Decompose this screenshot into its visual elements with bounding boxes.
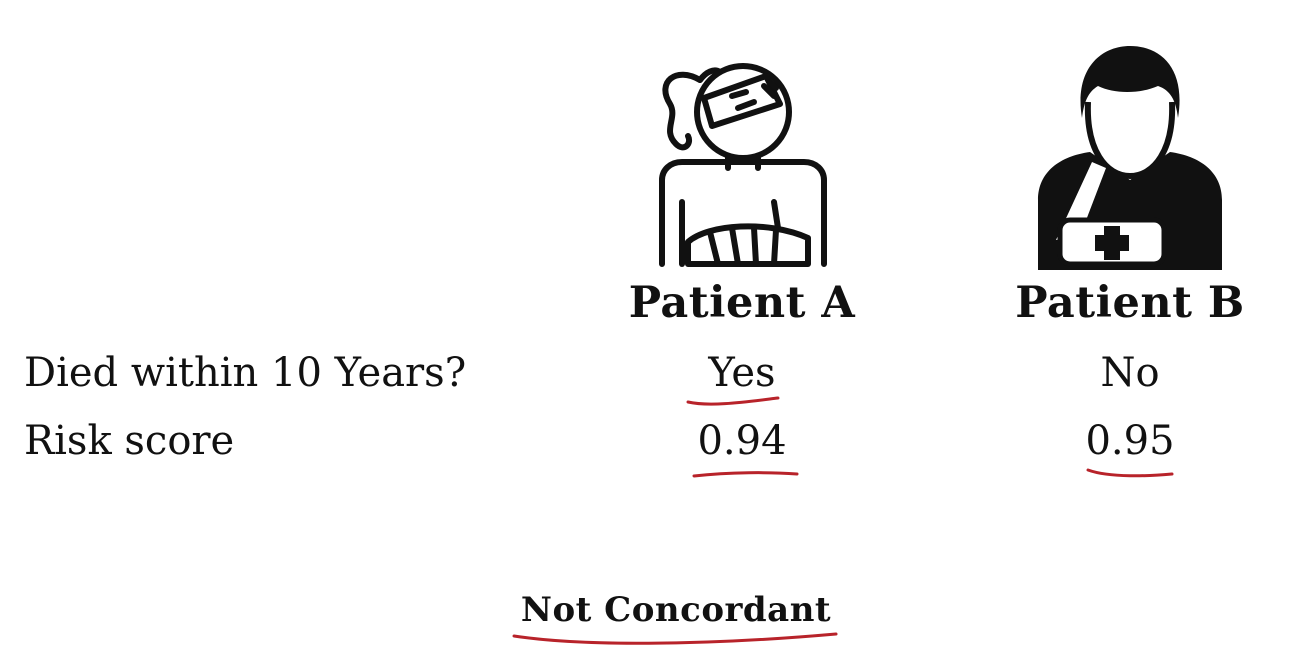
underline-patient-a-risk (692, 471, 799, 478)
died-row-label: Died within 10 Years? (24, 350, 467, 396)
patient-man-sling-icon (1038, 46, 1222, 270)
underline-patient-a-died (686, 396, 780, 406)
patient-a-label: Patient A (628, 278, 856, 328)
risk-score-row-label: Risk score (24, 418, 235, 464)
patient-a-risk-score: 0.94 (697, 418, 787, 464)
patient-b-risk-score: 0.95 (1085, 418, 1175, 464)
patient-a-died-value: Yes (708, 350, 776, 396)
concordance-verdict: Not Concordant (520, 590, 832, 630)
patient-b-label: Patient B (1015, 278, 1245, 328)
patient-b-died-value: No (1100, 350, 1160, 396)
underline-verdict (512, 632, 838, 645)
patient-woman-bandaged-icon (659, 63, 827, 267)
underline-patient-b-risk (1086, 468, 1174, 478)
